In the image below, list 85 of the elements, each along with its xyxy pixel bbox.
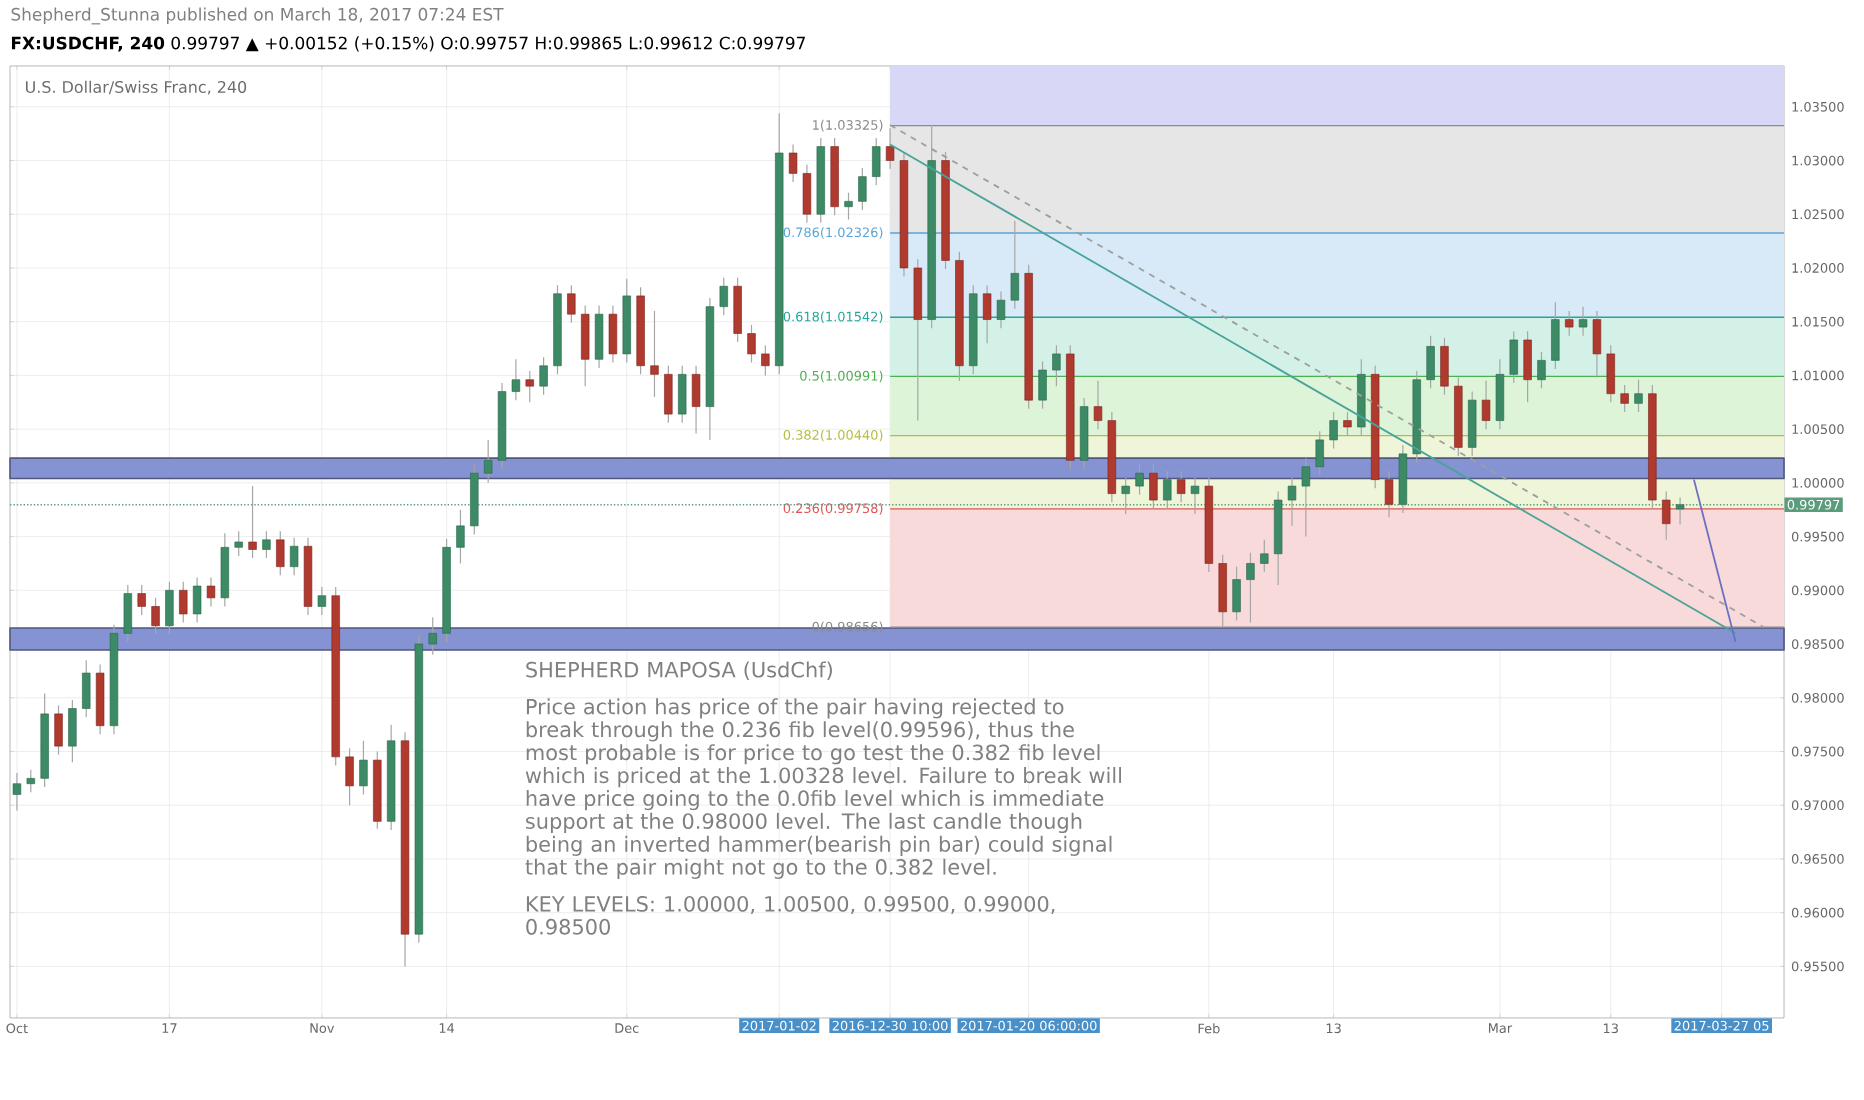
candlestick: [1038, 360, 1047, 410]
candlestick: [165, 581, 174, 635]
candlestick: [1675, 496, 1685, 526]
candlestick: [179, 581, 188, 624]
candlestick: [1481, 380, 1491, 430]
candlestick: [1606, 344, 1615, 403]
candlestick: [206, 576, 216, 608]
candlestick: [123, 584, 133, 643]
candlestick: [1440, 337, 1449, 396]
candlestick: [691, 365, 701, 435]
candlestick: [1620, 384, 1629, 413]
candlestick: [539, 356, 548, 396]
candlestick: [1149, 464, 1158, 510]
candlestick: [664, 365, 673, 424]
candlestick: [82, 659, 91, 718]
candlestick: [802, 164, 812, 224]
candlestick: [1052, 344, 1061, 387]
candlestick: [1315, 430, 1324, 476]
candlestick: [1662, 490, 1671, 541]
candlestick: [733, 277, 742, 343]
candlestick: [525, 370, 534, 403]
candlestick: [761, 344, 770, 377]
candlestick: [1260, 539, 1269, 573]
candlestick: [982, 284, 992, 344]
candlestick: [1093, 380, 1103, 430]
candlestick: [1634, 379, 1643, 413]
candlestick: [1537, 351, 1546, 389]
candlestick: [719, 277, 728, 316]
candlestick: [289, 537, 299, 576]
candlestick: [137, 584, 146, 616]
candlestick: [345, 747, 354, 806]
candlestick: [594, 304, 604, 369]
candlestick: [1246, 552, 1255, 624]
candlestick: [1121, 476, 1130, 515]
candlestick: [456, 509, 465, 565]
candlestick: [1135, 464, 1144, 496]
candlestick: [1495, 358, 1505, 430]
candlestick: [1426, 335, 1435, 389]
candlestick: [68, 699, 77, 763]
candlestick: [359, 740, 368, 796]
candlestick: [192, 576, 202, 624]
candlestick: [248, 485, 257, 559]
candlestick: [1176, 470, 1186, 503]
candlestick: [1468, 390, 1477, 457]
candlestick: [581, 304, 590, 387]
candlestick: [1190, 476, 1200, 515]
candlestick: [317, 586, 327, 616]
candlestick: [1343, 411, 1352, 437]
annotation: Price action has price of the pair having rejected to break through the 0.236 fib level(0.99596), thus the most probable is for price to go test the 0.382 fib level which is priced at the 1.00328 level. Failure to break will have price going to the 0.0fib level which is immediate support at the 0.98000 level. The last candle though being an inverted hammer(bearish pin bar) could signal that the pair might not go to the 0.382 level.: [525, 698, 1122, 879]
candlestick: [1301, 457, 1311, 538]
candlestick: [567, 284, 576, 324]
candlestick: [844, 192, 853, 221]
candlestick: [872, 137, 881, 186]
candlestick: [1287, 476, 1297, 527]
candlestick: [1232, 566, 1241, 622]
candlestick: [1592, 310, 1602, 379]
chart-title: FX:USDCHF, 240 0.99797 ▲ +0.00152 (+0.15%) O:0.99757 H:0.99865 L:0.99612 C:0.99797: [11, 36, 805, 52]
annotation: KEY LEVELS: 1.00000, 1.00500, 0.99500, 0.99000, 0.98500: [526, 895, 1055, 935]
candlestick: [1565, 310, 1574, 337]
candlestick: [1509, 330, 1518, 384]
chart-subtitle: Shepherd_Stunna published on March 18, 2017 07:24 EST: [11, 7, 504, 25]
candlestick: [428, 616, 437, 656]
candlestick: [1578, 306, 1588, 337]
candlestick: [996, 291, 1006, 329]
candlestick: [858, 167, 867, 211]
candlestick: [1384, 470, 1394, 518]
candlestick: [650, 310, 659, 398]
candlestick: [276, 530, 285, 576]
candlestick: [747, 324, 756, 364]
candlestick: [483, 439, 493, 484]
candlestick: [608, 304, 618, 364]
candlestick: [511, 358, 521, 401]
candlestick: [1010, 220, 1019, 310]
candlestick: [678, 365, 687, 424]
candlestick: [1551, 301, 1560, 370]
candlestick: [1523, 330, 1532, 403]
candlestick: [788, 143, 798, 183]
candlestick: [262, 530, 271, 559]
annotation: SHEPHERD MAPOSA (UsdChf): [526, 661, 832, 681]
candlestick: [151, 597, 160, 635]
candlestick: [54, 704, 63, 756]
candlestick: [1163, 470, 1172, 510]
candlestick: [1329, 411, 1338, 450]
candlestick: [26, 769, 35, 793]
candlestick: [234, 530, 243, 557]
